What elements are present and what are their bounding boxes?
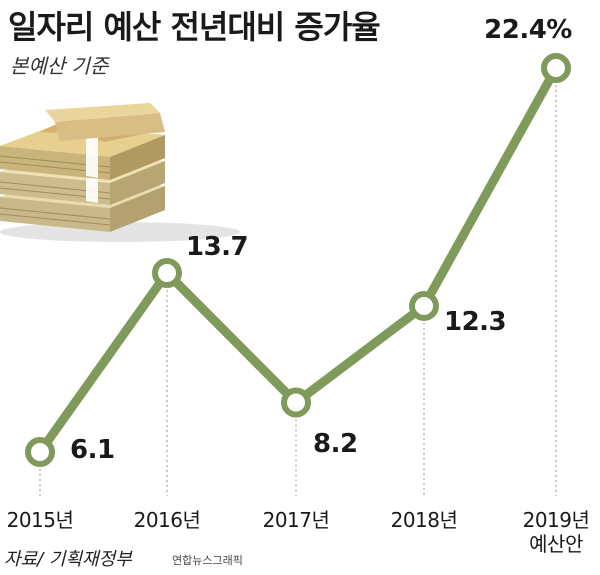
x-tick-label-3: 2017년: [263, 508, 330, 532]
data-point-5: [541, 53, 571, 83]
x-tick-label-4: 2018년: [391, 508, 458, 532]
data-point-3: [281, 387, 311, 418]
value-label-2: 13.7: [186, 232, 248, 262]
value-label-1: 6.1: [70, 435, 115, 465]
value-label-5: 22.4%: [484, 15, 572, 45]
credit-note: 연합뉴스그래픽: [172, 554, 243, 567]
source-note: 자료/ 기획재정부: [4, 549, 132, 570]
back-bundle: [45, 103, 165, 141]
money-stack-illustration: [0, 103, 240, 242]
value-label-3: 8.2: [313, 429, 358, 459]
x-tick-label-1: 2015년: [7, 508, 74, 532]
data-point-1: [25, 437, 55, 467]
drop-lines: [39, 80, 557, 496]
value-label-4: 12.3: [444, 307, 506, 337]
data-point-4: [409, 290, 439, 321]
data-point-2: [152, 257, 182, 288]
x-tick-label-2: 2016년: [134, 508, 201, 532]
x-tick-label-5-line-1: 2019년: [523, 508, 590, 532]
value-labels: 6.1 13.7 8.2 12.3 22.4%: [70, 15, 573, 465]
x-tick-label-5-line-2: 예산안: [529, 532, 583, 556]
chart-title: 일자리 예산 전년대비 증가율: [8, 8, 381, 46]
data-markers: [25, 53, 571, 467]
chart-subtitle: 본예산 기준: [10, 54, 109, 78]
